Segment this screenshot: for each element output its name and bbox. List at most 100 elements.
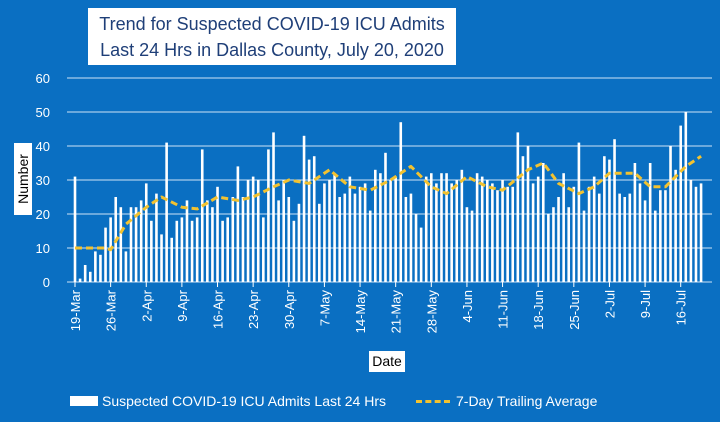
bar	[150, 220, 153, 282]
bar	[521, 156, 525, 282]
bar	[267, 149, 270, 282]
trailing-average-line	[75, 154, 702, 252]
bar	[374, 169, 377, 282]
bar	[231, 197, 235, 282]
bar	[251, 176, 255, 282]
y-tick-label: 20	[36, 207, 50, 222]
bar	[226, 217, 229, 282]
bar	[302, 135, 306, 282]
bar	[699, 183, 703, 282]
x-tick-label: 30-Apr	[282, 289, 297, 329]
bar	[73, 176, 77, 282]
bar	[613, 139, 616, 282]
bar	[506, 186, 509, 282]
bar	[256, 180, 260, 282]
bar	[104, 227, 107, 282]
bar	[262, 217, 265, 282]
bar	[287, 197, 291, 282]
bar	[241, 197, 245, 282]
bar	[363, 183, 367, 282]
bar	[185, 200, 189, 282]
bar	[216, 186, 219, 282]
bar	[221, 220, 224, 282]
bar	[653, 210, 657, 282]
legend-swatch-line	[416, 399, 450, 403]
y-tick-label: 50	[36, 105, 50, 120]
bar	[394, 176, 397, 282]
x-tick-label: 7-May	[317, 290, 332, 327]
bar	[536, 176, 540, 282]
bar	[211, 207, 214, 282]
bar	[597, 193, 601, 282]
bar	[134, 207, 138, 282]
bar	[628, 193, 632, 282]
bar	[414, 214, 418, 282]
bar	[190, 220, 194, 282]
chart-title: Trend for Suspected COVID-19 ICU Admits …	[88, 8, 456, 65]
bar	[475, 173, 479, 282]
bar	[88, 271, 92, 282]
bar	[119, 207, 123, 282]
bar	[312, 156, 316, 282]
bar	[353, 193, 357, 282]
bar	[608, 159, 611, 282]
bar	[689, 180, 693, 282]
bar	[307, 159, 311, 282]
x-tick-label: 28-May	[424, 290, 439, 334]
bar	[129, 207, 133, 282]
bar	[460, 169, 464, 282]
bar	[384, 152, 387, 282]
bar	[623, 197, 627, 282]
bar	[562, 173, 565, 282]
bar	[516, 132, 520, 282]
y-axis-label: Number	[14, 143, 32, 215]
bar	[297, 203, 301, 282]
bar	[465, 207, 469, 282]
bar	[552, 207, 555, 282]
bar	[450, 183, 453, 282]
bar	[694, 186, 698, 282]
bar	[684, 112, 688, 282]
bar	[435, 183, 438, 282]
bar	[577, 142, 581, 282]
bar	[638, 183, 642, 282]
bar	[485, 180, 489, 282]
bar	[379, 173, 382, 282]
x-tick-label: 11-Jun	[496, 290, 511, 329]
bar	[200, 149, 204, 282]
bar	[78, 278, 82, 282]
bar	[603, 156, 606, 282]
legend-label-bar: Suspected COVID-19 ICU Admits Last 24 Hr…	[102, 393, 386, 409]
legend-swatch-bar	[70, 396, 98, 406]
bar	[567, 207, 571, 282]
bar	[572, 186, 576, 282]
x-tick-label: 18-Jun	[531, 290, 546, 330]
bar	[643, 200, 647, 282]
bar	[440, 173, 443, 282]
x-tick-label: 16-Apr	[211, 289, 226, 329]
y-tick-label: 60	[36, 71, 50, 86]
bar	[144, 183, 148, 282]
bar	[358, 186, 362, 282]
x-tick-label: 2-Jul	[602, 290, 617, 318]
bar	[165, 142, 168, 282]
bar	[582, 210, 586, 282]
y-tick-label: 30	[36, 173, 50, 188]
bar	[404, 197, 408, 282]
bar	[175, 220, 179, 282]
bar	[399, 122, 403, 282]
x-tick-label: 2-Apr	[139, 289, 154, 321]
bar	[99, 254, 102, 282]
bar	[236, 166, 240, 282]
bar	[445, 173, 448, 282]
bar	[531, 183, 535, 282]
bar	[496, 190, 499, 282]
bar	[659, 190, 662, 282]
bar	[633, 163, 637, 282]
bar	[664, 190, 667, 282]
x-tick-label: 16-Jul	[674, 290, 689, 326]
bar	[501, 180, 504, 282]
bar	[83, 265, 87, 282]
bar	[430, 173, 433, 282]
